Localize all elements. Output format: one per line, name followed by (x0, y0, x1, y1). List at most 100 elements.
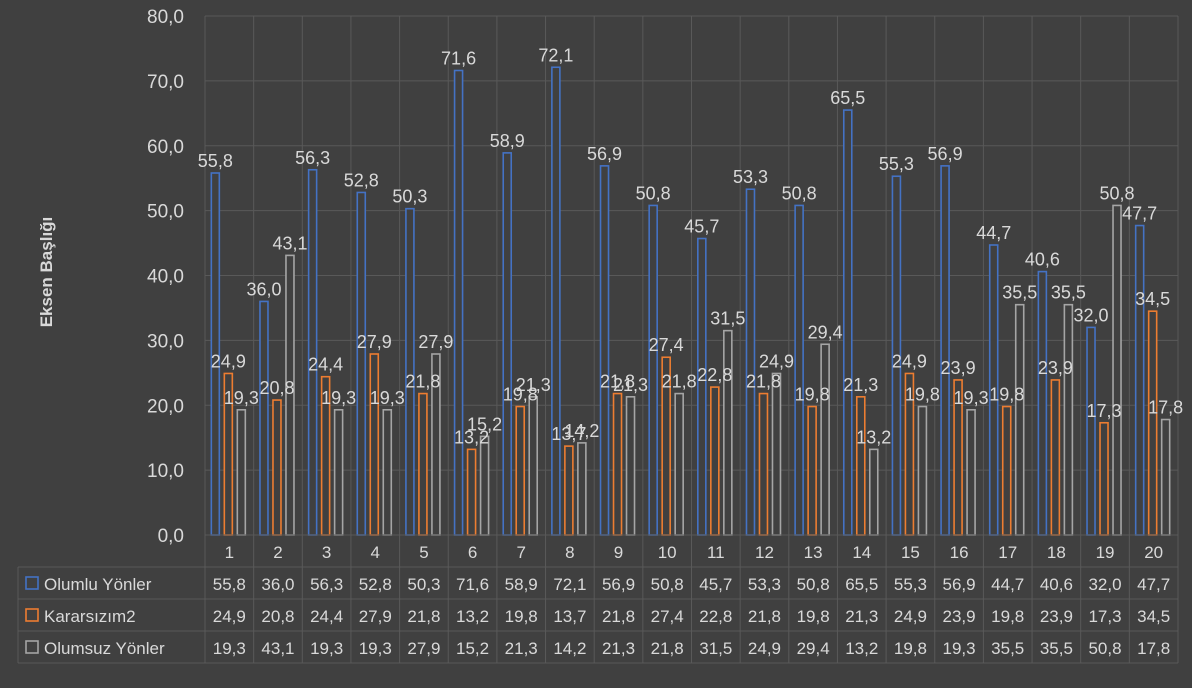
data-label: 19,3 (224, 388, 259, 408)
bar (758, 392, 769, 536)
bar (466, 448, 477, 536)
x-tick-label: 3 (322, 543, 331, 562)
bar (723, 329, 733, 536)
data-label: 29,4 (808, 322, 843, 342)
x-tick-label: 10 (658, 543, 677, 562)
bar (1001, 405, 1012, 536)
data-label: 71,6 (441, 48, 476, 68)
data-label: 44,7 (976, 223, 1011, 243)
bar (356, 191, 367, 536)
data-label: 21,3 (843, 375, 878, 395)
bar (674, 392, 684, 536)
data-label: 19,8 (905, 385, 940, 405)
data-label: 19,8 (795, 385, 830, 405)
data-label: 45,7 (684, 217, 719, 237)
data-label: 27,4 (649, 335, 684, 355)
bar (868, 448, 879, 536)
bar (612, 392, 623, 536)
table-cell: 56,9 (602, 575, 635, 594)
data-label: 47,7 (1122, 204, 1157, 224)
data-label: 58,9 (490, 131, 525, 151)
table-cell: 19,3 (359, 639, 392, 658)
table-cell: 27,4 (651, 607, 684, 626)
data-label: 21,8 (600, 372, 635, 392)
bar (1099, 421, 1109, 536)
data-label: 55,3 (879, 154, 914, 174)
bar (272, 399, 282, 536)
bar (1112, 204, 1122, 536)
table-cell: 31,5 (699, 639, 732, 658)
table-cell: 47,7 (1137, 575, 1170, 594)
data-label: 34,5 (1135, 289, 1170, 309)
legend-key (25, 608, 39, 622)
legend-label: Kararsızım2 (44, 607, 136, 626)
table-cell: 15,2 (456, 639, 489, 658)
x-tick-label: 15 (901, 543, 920, 562)
bar (382, 408, 393, 536)
table-cell: 13,2 (845, 639, 878, 658)
data-label: 19,3 (954, 388, 989, 408)
table-cell: 14,2 (553, 639, 586, 658)
data-label: 50,8 (782, 183, 817, 203)
y-tick-label: 60,0 (147, 137, 184, 158)
bar (794, 204, 804, 536)
bar (1050, 379, 1061, 536)
x-tick-label: 4 (371, 543, 380, 562)
data-label: 72,1 (538, 45, 573, 65)
table-cell: 24,9 (213, 607, 246, 626)
bar (577, 442, 587, 536)
table-cell: 53,3 (748, 575, 781, 594)
gridlines (204, 15, 1179, 663)
x-tick-label: 11 (707, 543, 725, 562)
table-cell: 19,8 (991, 607, 1024, 626)
x-tick-label: 14 (852, 543, 871, 562)
bar (1147, 310, 1158, 536)
data-label: 40,6 (1025, 250, 1060, 270)
table-cell: 21,8 (407, 607, 440, 626)
bar (333, 408, 344, 536)
table-cell: 21,8 (748, 607, 781, 626)
x-tick-label: 5 (419, 543, 428, 562)
x-tick-label: 19 (1096, 543, 1115, 562)
bar (418, 392, 428, 536)
data-label: 50,8 (636, 183, 671, 203)
table-cell: 50,8 (1088, 639, 1121, 658)
data-label: 50,8 (1100, 183, 1135, 203)
data-label: 53,3 (733, 167, 768, 187)
bar (515, 405, 526, 536)
table-cell: 21,3 (505, 639, 538, 658)
data-label: 17,8 (1148, 398, 1183, 418)
data-label: 19,8 (503, 385, 538, 405)
table-cell: 55,8 (213, 575, 246, 594)
bar (1037, 270, 1048, 536)
table-cell: 23,9 (1040, 607, 1073, 626)
data-label: 23,9 (1038, 358, 1073, 378)
data-label: 13,2 (454, 427, 489, 447)
table-cell: 55,3 (894, 575, 927, 594)
data-label: 56,3 (295, 148, 330, 168)
y-tick-label: 20,0 (147, 396, 184, 417)
table-cell: 19,3 (213, 639, 246, 658)
data-label: 21,8 (405, 372, 440, 392)
data-label: 43,1 (272, 233, 307, 253)
table-cell: 58,9 (505, 575, 538, 594)
x-tick-label: 12 (755, 543, 774, 562)
y-tick-label: 0,0 (158, 526, 184, 547)
bar (528, 396, 539, 536)
table-cell: 56,3 (310, 575, 343, 594)
table-cell: 50,8 (651, 575, 684, 594)
data-label: 56,9 (928, 144, 963, 164)
data-label: 52,8 (344, 170, 379, 190)
table-cell: 45,7 (699, 575, 732, 594)
y-tick-label: 10,0 (147, 461, 184, 482)
data-label: 21,8 (746, 372, 781, 392)
table-cell: 65,5 (845, 575, 878, 594)
x-tick-label: 8 (565, 543, 574, 562)
x-tick-label: 17 (998, 543, 1017, 562)
table-cell: 21,8 (602, 607, 635, 626)
bar (1014, 303, 1025, 536)
table-cell: 36,0 (261, 575, 294, 594)
table-cell: 72,1 (553, 575, 586, 594)
legend-label: Olumlu Yönler (44, 575, 152, 594)
